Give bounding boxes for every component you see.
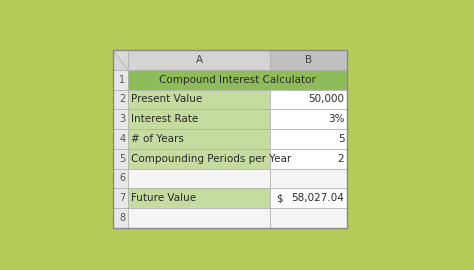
Bar	[128, 109, 271, 129]
Text: 6: 6	[119, 173, 125, 183]
Bar	[128, 50, 271, 70]
Bar	[112, 70, 128, 90]
Text: Compounding Periods per Year: Compounding Periods per Year	[130, 154, 291, 164]
Text: $: $	[276, 193, 283, 203]
Text: 5: 5	[337, 134, 344, 144]
Text: 5: 5	[119, 154, 125, 164]
Bar	[112, 90, 128, 109]
Text: 58,027.04: 58,027.04	[292, 193, 344, 203]
Bar	[112, 168, 128, 188]
Text: 50,000: 50,000	[308, 94, 344, 104]
Bar	[112, 188, 128, 208]
Bar	[271, 188, 347, 208]
Text: Interest Rate: Interest Rate	[130, 114, 198, 124]
Bar	[112, 149, 128, 168]
Bar	[271, 208, 347, 228]
Text: 8: 8	[119, 213, 125, 223]
Text: A: A	[196, 55, 203, 65]
Text: Present Value: Present Value	[130, 94, 202, 104]
Bar	[271, 129, 347, 149]
Bar	[112, 50, 347, 228]
Bar	[112, 109, 128, 129]
Text: 2: 2	[337, 154, 344, 164]
Bar	[128, 208, 271, 228]
Bar	[128, 149, 271, 168]
Text: 7: 7	[119, 193, 125, 203]
Bar	[271, 109, 347, 129]
Bar	[271, 90, 347, 109]
Text: 3: 3	[119, 114, 125, 124]
Bar	[128, 129, 271, 149]
Bar	[128, 90, 271, 109]
Bar	[112, 129, 128, 149]
Bar	[271, 168, 347, 188]
Bar	[271, 50, 347, 70]
Text: Compound Interest Calculator: Compound Interest Calculator	[159, 75, 316, 85]
Bar	[112, 50, 128, 70]
Bar	[128, 70, 347, 90]
Text: 3%: 3%	[328, 114, 344, 124]
Bar	[128, 168, 271, 188]
Text: 4: 4	[119, 134, 125, 144]
Bar	[128, 188, 271, 208]
Text: 1: 1	[119, 75, 125, 85]
Text: 2: 2	[119, 94, 125, 104]
Text: # of Years: # of Years	[130, 134, 183, 144]
Text: Future Value: Future Value	[130, 193, 196, 203]
Bar	[112, 208, 128, 228]
Text: B: B	[305, 55, 312, 65]
Bar	[271, 149, 347, 168]
